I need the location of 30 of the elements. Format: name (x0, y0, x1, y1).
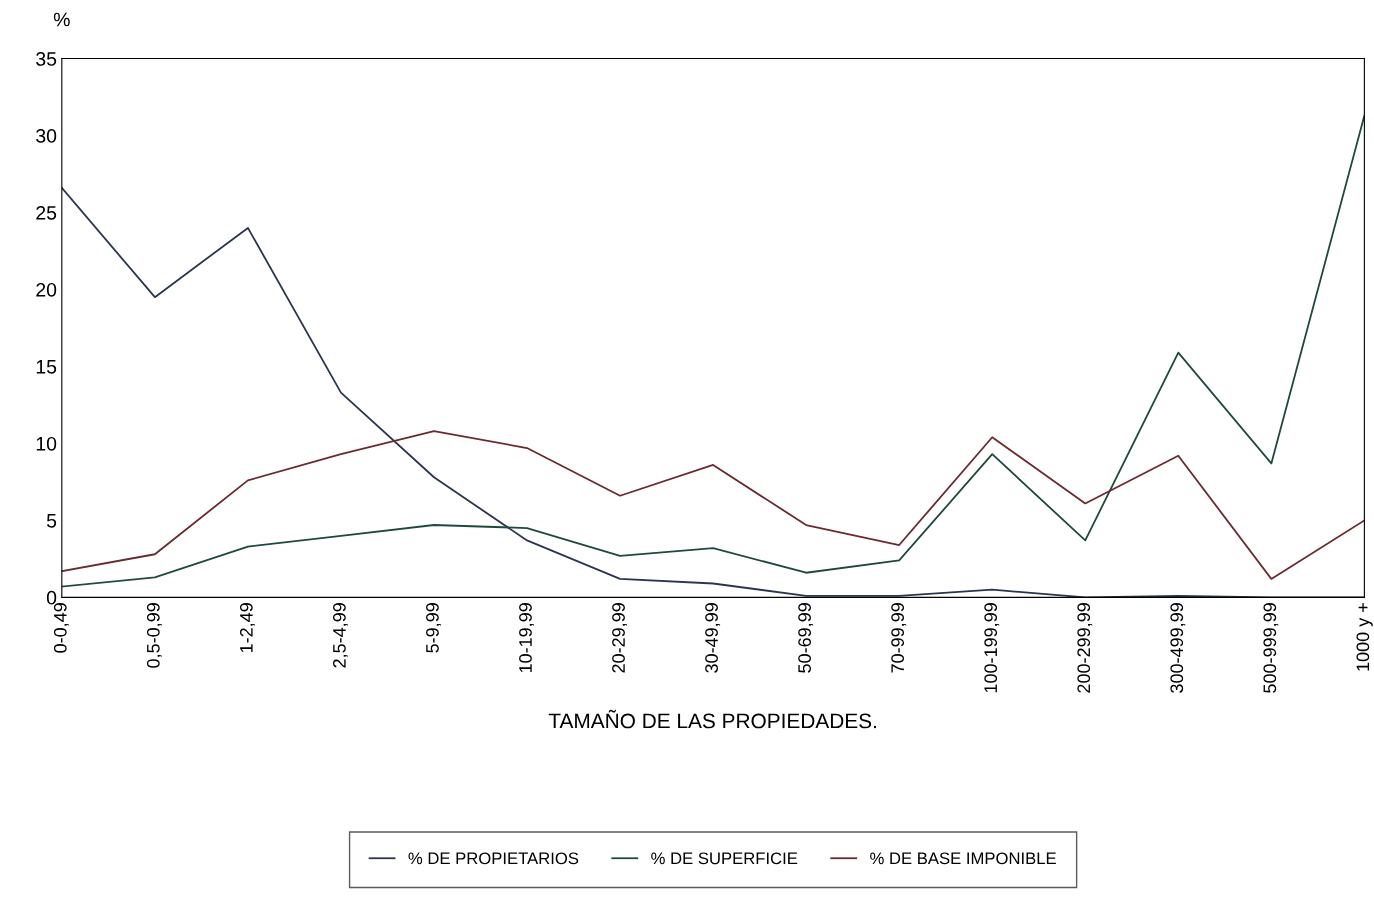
line-series (61, 114, 1365, 588)
x-tick-label: 100-199,99 (984, 603, 1000, 693)
x-tick-label: 1000 y + (1356, 603, 1373, 671)
x-tick-label: 300-499,99 (1170, 603, 1186, 693)
y-tick-label: 0 (46, 590, 57, 605)
x-tick-label: 50-69,99 (798, 603, 814, 673)
x-tick-label: 1-2,49 (239, 603, 255, 653)
x-axis-title: TAMAÑO DE LAS PROPIEDADES. (548, 709, 876, 729)
x-tick-label: 70-99,99 (891, 603, 907, 673)
x-tick-label: 2,5-4,99 (333, 603, 348, 668)
line-series (61, 430, 1365, 580)
y-tick-label: 25 (36, 205, 57, 220)
x-tick-label: 20-29,99 (612, 603, 628, 673)
x-tick-label: 0,5-0,99 (146, 603, 162, 668)
legend-label: % DE PROPIETARIOS (408, 852, 579, 865)
y-tick-label: 10 (36, 436, 57, 451)
y-tick-label: 30 (36, 129, 57, 143)
legend-label: % DE BASE IMPONIBLE (870, 852, 1056, 865)
x-tick-label: 0-0,49 (53, 603, 69, 653)
y-axis-title: % (53, 12, 70, 27)
y-tick-label: 15 (36, 360, 57, 374)
x-tick-label: 10-19,99 (519, 603, 535, 673)
x-tick-label: 30-49,99 (705, 603, 721, 673)
x-tick-label: 500-999,99 (1263, 603, 1279, 693)
legend-label: % DE SUPERFICIE (651, 852, 798, 865)
x-tick-label: 5-9,99 (426, 603, 441, 653)
y-tick-label: 20 (36, 282, 57, 297)
y-tick-label: 35 (36, 52, 57, 66)
x-tick-label: 200-299,99 (1077, 603, 1093, 693)
y-tick-label: 5 (46, 514, 57, 528)
